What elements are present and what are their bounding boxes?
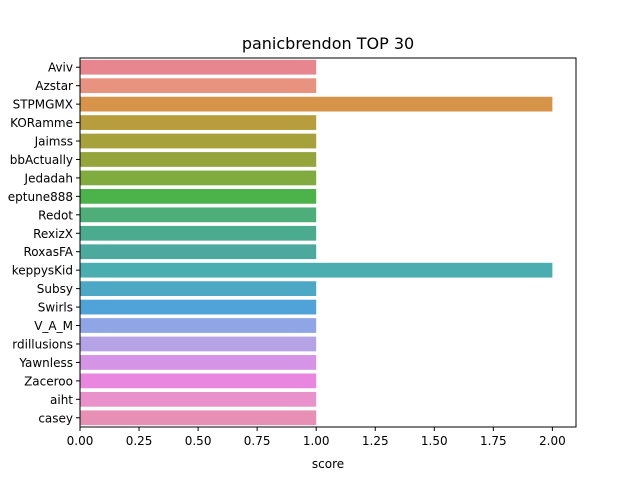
y-tick-label: Subsy (37, 282, 73, 296)
y-tick-label: RoxasFA (24, 245, 74, 259)
bar-aviv (80, 59, 317, 75)
bar-bbactually (80, 152, 317, 167)
y-tick-label: casey (38, 411, 73, 425)
y-tick-label: RexizX (33, 227, 73, 241)
y-tick-label: Azstar (35, 79, 73, 93)
bar-koramme (80, 115, 317, 130)
x-tick-label: 1.75 (480, 434, 507, 448)
bar-stpmgmx (80, 96, 553, 112)
bar-jedadah (80, 170, 317, 186)
y-tick-label: Zaceroo (24, 374, 73, 388)
x-tick-label: 0.75 (244, 434, 271, 448)
bar-azstar (80, 78, 317, 94)
bar-roxasfa (80, 244, 317, 260)
plot-frame (79, 57, 577, 428)
bar-eptune888 (80, 188, 317, 204)
bars-layer (80, 59, 553, 426)
y-tick-label: KORamme (10, 116, 73, 130)
x-tick-label: 0.50 (185, 434, 212, 448)
x-tick-label: 1.00 (303, 434, 330, 448)
bar-aiht (80, 391, 317, 407)
x-tick-label: 0.25 (126, 434, 153, 448)
bar-swirls (80, 299, 317, 315)
y-tick-label: Aviv (48, 61, 73, 75)
x-tick-label: 1.50 (421, 434, 448, 448)
bar-subsy (80, 281, 317, 297)
chart-title: panicbrendon TOP 30 (242, 34, 414, 53)
x-tick-label: 1.25 (362, 434, 389, 448)
y-tick-label: Jaimss (34, 135, 73, 149)
bar-rexizx (80, 225, 317, 241)
y-tick-label: Swirls (38, 301, 73, 315)
bar-rdillusions (80, 336, 317, 352)
bar-v-a-m (80, 318, 317, 333)
y-tick-label: bbActually (10, 153, 73, 167)
x-tick-label: 2.00 (539, 434, 566, 448)
bar-yawnless (80, 355, 317, 370)
y-tick-label: eptune888 (8, 190, 73, 204)
bar-jaimss (80, 133, 317, 149)
x-tick-label: 0.00 (67, 434, 94, 448)
y-axis: Aviv Azstar STPMGMX KORamme Jaimss bbActually… (8, 61, 80, 425)
y-tick-label: keppysKid (12, 264, 73, 278)
bar-redot (80, 207, 317, 223)
y-tick-label: STPMGMX (13, 98, 73, 112)
y-tick-label: rdillusions (12, 337, 73, 351)
x-axis: 0.00 0.25 0.50 0.75 1.00 1.25 1.50 1.75 2.00 (67, 427, 566, 448)
bar-casey (80, 410, 317, 426)
y-tick-label: aiht (50, 393, 73, 407)
bar-keppyskid (80, 262, 553, 278)
bar-zaceroo (80, 373, 317, 389)
y-tick-label: Yawnless (18, 356, 73, 370)
y-tick-label: Jedadah (24, 171, 73, 185)
y-tick-label: Redot (38, 208, 73, 222)
y-tick-label: V_A_M (34, 319, 73, 333)
x-axis-label: score (312, 457, 344, 471)
